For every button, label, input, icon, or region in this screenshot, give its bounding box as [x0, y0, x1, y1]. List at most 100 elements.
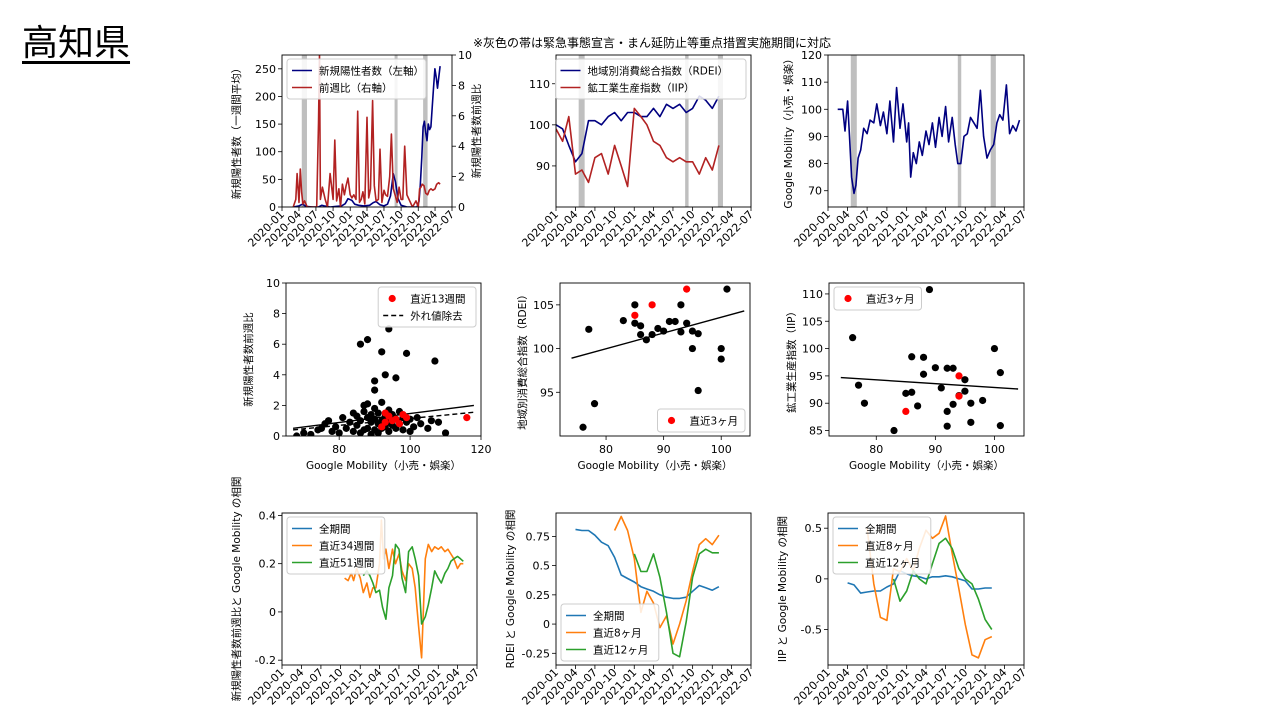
series-line-2 — [892, 537, 993, 630]
y-tick-label: 2 — [273, 399, 280, 412]
scatter-point — [356, 417, 365, 425]
fit-line-0 — [571, 310, 745, 359]
legend-label: 直近34週間 — [319, 540, 374, 553]
scatter-point — [417, 420, 425, 428]
scatter-point — [637, 322, 645, 330]
y2-tick-label: 10 — [458, 49, 472, 62]
scatter-point — [293, 432, 301, 436]
scatter-point — [463, 414, 471, 422]
scatter-point — [363, 424, 372, 432]
y2-tick-label: 2 — [458, 171, 465, 184]
y-tick-label: 95 — [540, 386, 554, 399]
y-tick-label: 0.5 — [533, 560, 551, 573]
scatter-point — [427, 417, 435, 425]
y-tick-label: 100 — [255, 146, 276, 159]
y-tick-label: 100 — [802, 343, 823, 356]
scatter-point — [908, 388, 916, 396]
legend-box — [832, 516, 932, 575]
y-tick-label: 0 — [269, 201, 276, 214]
legend-marker — [667, 416, 676, 425]
y-tick-label: 110 — [801, 76, 822, 89]
scatter-point — [360, 407, 368, 416]
scatter-point — [378, 398, 386, 406]
scatter-point — [949, 364, 957, 372]
scatter-point — [660, 327, 668, 335]
y-tick-label: 90 — [808, 130, 822, 143]
legend-label: 外れ値除去 — [410, 310, 463, 323]
y-tick-label: 90 — [809, 397, 823, 410]
scatter-point — [919, 353, 928, 361]
plot-frame — [828, 282, 1025, 437]
scatter-point — [961, 376, 969, 384]
scatter-point — [955, 372, 963, 380]
y-tick-label: 0 — [543, 618, 550, 631]
legend-label: 全期間 — [865, 523, 897, 536]
x-tick-label: 80 — [332, 443, 346, 456]
chart-p4: 0 2 4 6 8 10 80 100 120 Google Mobility（小売・娯楽） 新規陽… — [242, 277, 492, 472]
plot-area — [575, 515, 720, 658]
chart-p2: 901001102020-012020-042020-072020-102021… — [519, 54, 756, 250]
band-1 — [957, 55, 962, 207]
scatter-point — [648, 330, 656, 339]
legend-label: 全期間 — [319, 523, 351, 536]
scatter-point — [717, 355, 725, 363]
y2-axis-label: 新規陽性者数前週比 — [470, 84, 483, 179]
y-tick-label: 90 — [536, 160, 550, 173]
scatter-point — [671, 317, 679, 326]
page-title: 高知県 — [22, 23, 131, 64]
chart-p6: 85 90 95 100 105 110 80 90 100 Google Mobility（小売… — [785, 282, 1025, 472]
legend-box — [833, 286, 922, 311]
y-tick-label: 105 — [802, 315, 823, 328]
x-tick-label: 120 — [471, 443, 492, 456]
scatter-point — [381, 371, 389, 379]
scatter-point — [371, 377, 379, 385]
scatter-point — [360, 401, 368, 409]
y-tick-label: 110 — [529, 78, 550, 91]
scatter-point — [631, 311, 639, 319]
scatter-point — [996, 369, 1004, 377]
legend-label: 直近8ヶ月 — [865, 540, 914, 553]
plot-area — [840, 285, 1019, 435]
scatter-point — [996, 422, 1004, 430]
y2-tick-label: 4 — [458, 140, 465, 153]
legend-label: 直近51週間 — [319, 557, 374, 570]
y-tick-label: 4 — [273, 369, 280, 382]
figure-note: ※灰色の帯は緊急事態宣言・まん延防止等重点措置実施期間に対応 — [473, 35, 831, 50]
scatter-point — [392, 374, 400, 382]
x-tick-label: 100 — [984, 443, 1005, 456]
x-axis-label: Google Mobility（小売・娯楽） — [849, 459, 1004, 472]
scatter-point — [385, 427, 393, 436]
y-tick-label: -0.25 — [522, 647, 550, 660]
scatter-point — [990, 344, 999, 353]
scatter-point — [332, 423, 340, 431]
series-line-2 — [633, 548, 719, 658]
scatter-point — [860, 399, 869, 407]
scatter-point — [967, 399, 975, 407]
band-2 — [990, 55, 996, 207]
scatter-point — [967, 418, 975, 426]
y-tick-label: 6 — [273, 338, 280, 351]
y-tick-label: 100 — [533, 343, 554, 356]
scatter-point — [434, 418, 443, 426]
chart-p8: -0.2500.250.50.752020-012020-042020-0720… — [504, 510, 756, 708]
y-tick-label: 0 — [815, 573, 822, 586]
legend-label: 前週比（右軸） — [319, 82, 393, 95]
plot-area — [837, 55, 1021, 207]
y-tick-label: 0.75 — [526, 530, 551, 543]
scatter-point — [902, 407, 910, 416]
y-tick-label: 250 — [255, 63, 276, 76]
legend-label: 新規陽性者数（左軸） — [319, 65, 424, 78]
legend-label: 全期間 — [593, 610, 625, 623]
y-tick-label: 0.5 — [805, 522, 823, 535]
y-tick-label: 100 — [801, 103, 822, 116]
scatter-point — [908, 353, 916, 361]
y-tick-label: 8 — [273, 308, 280, 321]
plot-area — [344, 519, 464, 659]
scatter-point — [723, 285, 731, 293]
scatter-point — [677, 301, 685, 309]
x-tick-label: 90 — [657, 443, 671, 456]
y2-tick-label: 6 — [458, 110, 465, 123]
band-1 — [394, 55, 398, 207]
